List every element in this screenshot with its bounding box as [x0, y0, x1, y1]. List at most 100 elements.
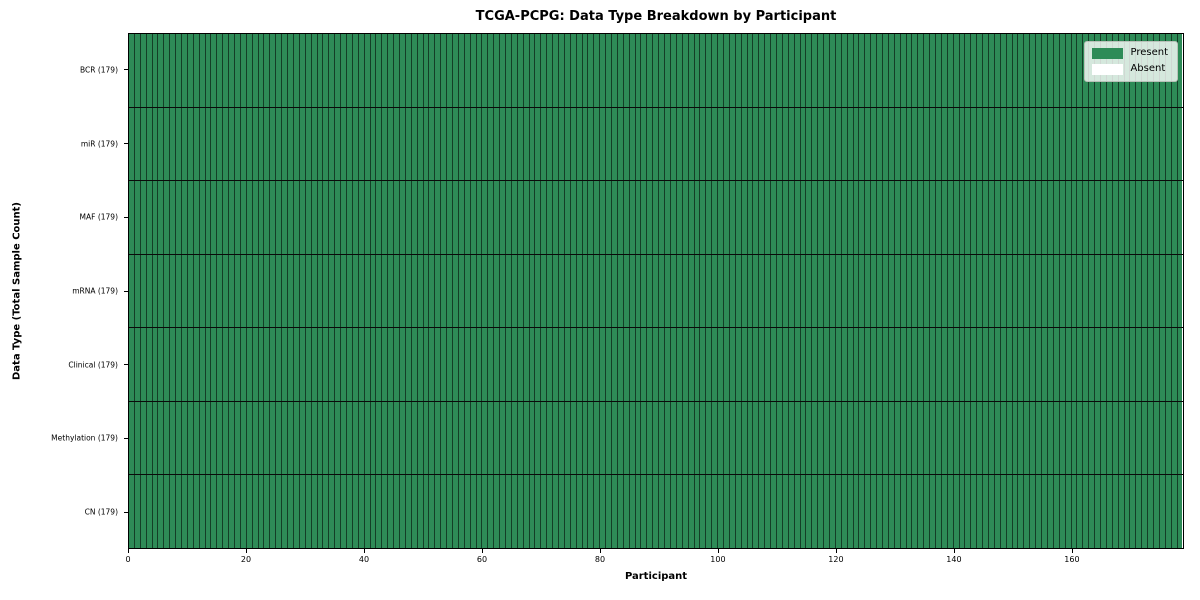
heatmap-cell — [523, 475, 530, 549]
heatmap-cell — [564, 254, 571, 328]
heatmap-cell — [182, 475, 188, 549]
heatmap-cell — [865, 475, 872, 549]
heatmap-cell — [682, 107, 689, 181]
heatmap-cell — [871, 475, 878, 549]
heatmap-cell — [1053, 328, 1060, 401]
heatmap-cell — [129, 328, 135, 401]
heatmap-cell — [1089, 107, 1096, 181]
heatmap-cell — [888, 181, 895, 254]
heatmap-cell — [1024, 254, 1031, 328]
heatmap-cell — [187, 254, 194, 328]
heatmap-cell — [865, 254, 872, 328]
heatmap-cell — [364, 254, 371, 328]
heatmap-cell — [1030, 401, 1037, 475]
heatmap-cell — [859, 107, 866, 181]
heatmap-cell — [965, 181, 972, 254]
heatmap-cell — [788, 475, 795, 549]
heatmap-cell — [712, 34, 719, 107]
heatmap-cell — [1159, 401, 1166, 475]
heatmap-cell — [806, 401, 813, 475]
heatmap-cell — [682, 34, 689, 107]
heatmap-cell — [452, 107, 459, 181]
heatmap-cell — [1118, 328, 1125, 401]
heatmap-cell — [659, 181, 666, 254]
heatmap-cell — [829, 328, 836, 401]
heatmap-cell — [918, 34, 925, 107]
heatmap-cell — [182, 328, 188, 401]
heatmap-cell — [411, 401, 418, 475]
heatmap-cell — [193, 254, 200, 328]
heatmap-cell — [364, 475, 371, 549]
heatmap-cell — [541, 181, 548, 254]
heatmap-cell — [959, 107, 966, 181]
heatmap-cell — [564, 475, 571, 549]
heatmap-cell — [647, 475, 654, 549]
heatmap-cell — [712, 328, 719, 401]
heatmap-cell — [447, 181, 453, 254]
legend-entry-absent: Absent — [1092, 63, 1168, 75]
heatmap-cell — [270, 328, 277, 401]
heatmap-cell — [782, 401, 789, 475]
heatmap-cell — [841, 254, 848, 328]
heatmap-cell — [888, 34, 895, 107]
heatmap-cell — [859, 328, 866, 401]
heatmap-cell — [1071, 254, 1078, 328]
heatmap-cell — [535, 254, 542, 328]
heatmap-cell — [1012, 34, 1019, 107]
heatmap-cell — [399, 475, 406, 549]
x-tick-label: 160 — [1064, 555, 1080, 564]
heatmap-cell — [158, 181, 165, 254]
heatmap-cell — [187, 34, 194, 107]
heatmap-cell — [164, 181, 171, 254]
x-tick-label: 0 — [125, 555, 131, 564]
heatmap-cell — [1030, 328, 1037, 401]
heatmap-cell — [523, 181, 530, 254]
heatmap-cell — [1118, 401, 1125, 475]
heatmap-cell — [547, 328, 554, 401]
heatmap-cell — [741, 328, 748, 401]
heatmap-cell — [170, 34, 177, 107]
heatmap-cell — [1100, 254, 1107, 328]
heatmap-cell — [735, 254, 742, 328]
heatmap-cell — [1153, 475, 1160, 549]
heatmap-cell — [429, 328, 436, 401]
heatmap-cell — [712, 254, 719, 328]
heatmap-cell — [134, 181, 141, 254]
x-tick-label: 20 — [240, 555, 252, 564]
heatmap-cell — [187, 328, 194, 401]
heatmap-cell — [388, 401, 395, 475]
heatmap-cell — [1118, 475, 1125, 549]
heatmap-cell — [299, 328, 306, 401]
heatmap-cell — [1124, 181, 1131, 254]
heatmap-cell — [900, 475, 907, 549]
heatmap-cell — [346, 34, 353, 107]
heatmap-cell — [953, 328, 960, 401]
heatmap-cell — [258, 401, 265, 475]
heatmap-cell — [1177, 254, 1183, 328]
heatmap-cell — [588, 34, 595, 107]
heatmap-cell — [452, 328, 459, 401]
heatmap-cell — [765, 401, 772, 475]
heatmap-cell — [341, 401, 347, 475]
heatmap-cell — [341, 475, 347, 549]
heatmap-cell — [1036, 254, 1043, 328]
heatmap-cell — [217, 254, 224, 328]
heatmap-cell — [429, 181, 436, 254]
y-tick-mark — [124, 437, 128, 439]
heatmap-cell — [341, 34, 347, 107]
heatmap-cell — [382, 401, 389, 475]
heatmap-cell — [1089, 401, 1096, 475]
heatmap-cell — [747, 107, 754, 181]
heatmap-cell — [500, 107, 506, 181]
heatmap-cell — [235, 107, 241, 181]
heatmap-cell — [718, 34, 724, 107]
heatmap-cell — [1118, 254, 1125, 328]
heatmap-cell — [994, 181, 1001, 254]
heatmap-cell — [594, 328, 601, 401]
heatmap-cell — [818, 181, 825, 254]
heatmap-cell — [1130, 254, 1137, 328]
heatmap-cell — [176, 107, 183, 181]
heatmap-cell — [311, 401, 318, 475]
heatmap-cell — [983, 328, 990, 401]
heatmap-cell — [853, 181, 860, 254]
